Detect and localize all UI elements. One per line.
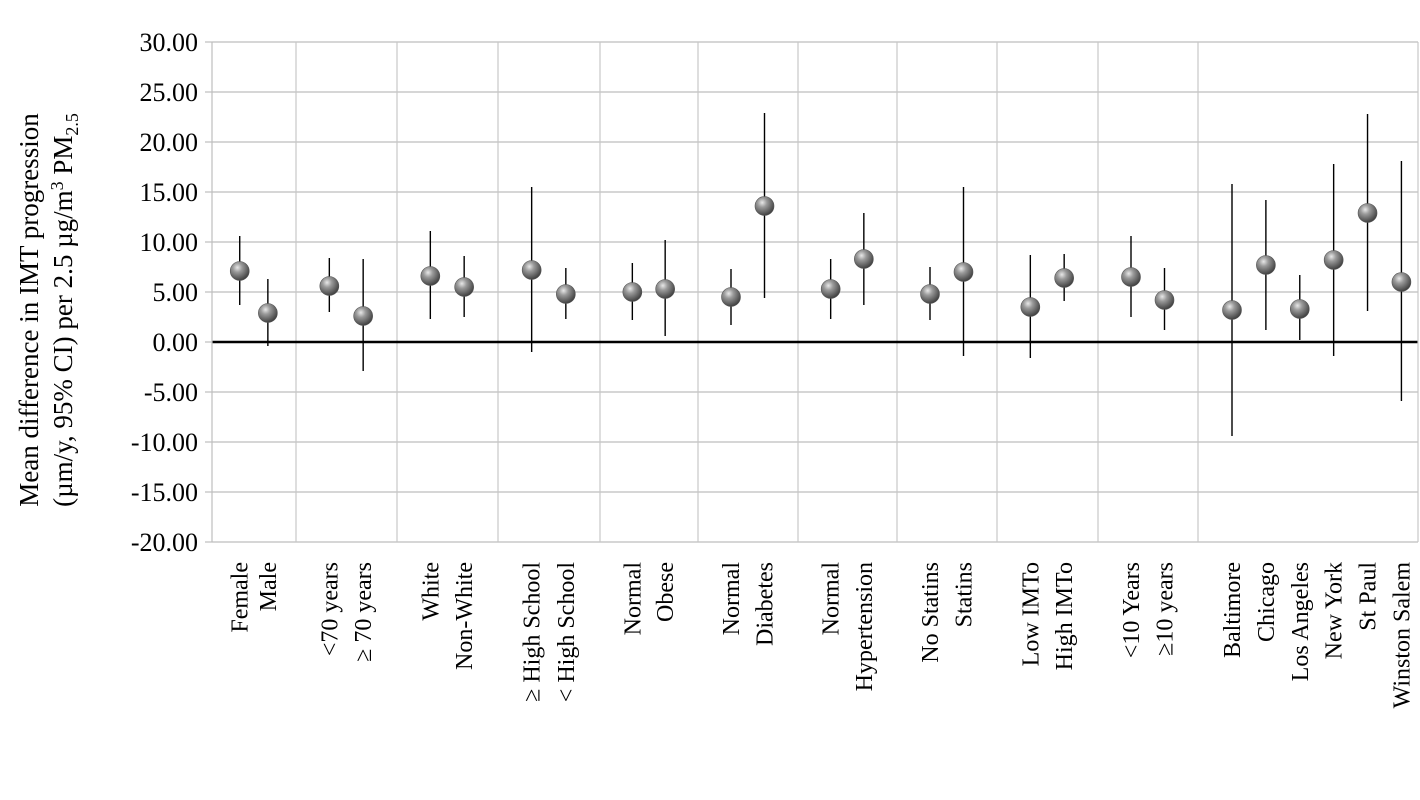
category-label: <70 years (317, 562, 343, 656)
y-tick-label: -20.00 (131, 528, 198, 557)
category-label: Statins (952, 562, 978, 627)
point-estimate-marker (920, 284, 940, 304)
y-tick-label: 10.00 (140, 228, 199, 257)
y-tick-label: 5.00 (153, 278, 199, 307)
y-axis-title-line1: Mean difference in IMT progression (14, 113, 44, 507)
y-tick-label: 0.00 (153, 328, 199, 357)
y-tick-label: -15.00 (131, 478, 198, 507)
category-label: Winston Salem (1389, 562, 1415, 709)
y-axis-title-line2-sub: 2.5 (62, 113, 82, 136)
category-label: Male (256, 562, 282, 611)
category-label: ≥ 70 years (351, 562, 377, 662)
point-estimate-marker (1121, 267, 1141, 287)
y-tick-label: 25.00 (140, 78, 199, 107)
point-estimate-marker (721, 287, 741, 307)
category-label: <10 Years (1119, 562, 1145, 658)
category-label: St Paul (1356, 562, 1382, 631)
category-label: Low IMTo (1018, 562, 1044, 666)
category-label: High IMTo (1052, 562, 1078, 670)
y-axis: 30.00 25.00 20.00 15.00 10.00 5.00 0.00 -5.00 -1… (131, 28, 1419, 557)
point-estimate-marker (556, 284, 576, 304)
category-label: No Statins (918, 562, 944, 663)
point-estimate-marker (754, 196, 775, 216)
y-axis-title-line2: (µm/y, 95% CI) per 2.5 µg/m3 PM2.5 (47, 113, 82, 507)
category-label: Hypertension (852, 562, 878, 691)
y-tick-label: -10.00 (131, 428, 198, 457)
category-label: Normal (620, 562, 646, 636)
point-estimate-marker (1154, 290, 1175, 310)
y-tick-label: 30.00 (140, 28, 199, 57)
y-axis-title-line2-prefix: (µm/y, 95% CI) per 2.5 µg/m (48, 190, 78, 507)
category-label: Normal (819, 562, 845, 636)
y-axis-title-line2-sup: 3 (47, 181, 67, 190)
point-estimate-marker (1020, 297, 1041, 317)
y-axis-title-line2-mid: PM (48, 136, 78, 182)
category-labels: Female Male <70 years ≥ 70 years White Non-Wh… (228, 562, 1416, 709)
y-axis-title: Mean difference in IMT progression (µm/y… (14, 113, 82, 507)
point-estimate-marker (521, 260, 542, 280)
category-label: Non-White (452, 562, 478, 670)
category-label: ≥ High School (520, 562, 546, 702)
category-label: Obese (653, 562, 679, 622)
point-estimate-marker (1289, 299, 1310, 319)
point-estimate-marker (1391, 272, 1412, 292)
point-estimate-marker (319, 276, 340, 296)
point-estimate-marker (1054, 268, 1074, 288)
y-tick-label: 15.00 (140, 178, 199, 207)
point-estimate-marker (1256, 255, 1276, 275)
point-estimate-marker (229, 261, 250, 281)
point-estimate-marker (622, 282, 643, 302)
point-estimate-marker (454, 277, 474, 297)
point-estimate-marker (854, 249, 874, 269)
category-label: New York (1322, 562, 1348, 659)
category-label: Chicago (1254, 562, 1280, 642)
point-estimate-marker (820, 279, 841, 299)
point-estimate-marker (353, 306, 373, 326)
point-estimate-marker (1323, 250, 1344, 270)
point-estimate-marker (655, 279, 675, 299)
category-label: White (418, 562, 444, 621)
point-estimate-marker (953, 262, 974, 282)
data-marks (229, 113, 1412, 436)
category-label: Baltimore (1220, 562, 1246, 658)
category-label: Diabetes (753, 562, 779, 646)
category-label: Los Angeles (1288, 562, 1314, 681)
gridlines (212, 41, 1418, 543)
y-tick-label: 20.00 (140, 128, 199, 157)
category-label: Normal (719, 562, 745, 636)
category-label: < High School (554, 562, 580, 703)
category-label: Female (228, 562, 254, 633)
point-estimate-marker (258, 303, 278, 323)
point-estimate-marker (1222, 300, 1242, 320)
category-label: ≥10 years (1153, 562, 1179, 656)
point-estimate-marker (1357, 203, 1378, 223)
y-tick-label: -5.00 (144, 378, 198, 407)
point-estimate-marker (420, 266, 441, 286)
